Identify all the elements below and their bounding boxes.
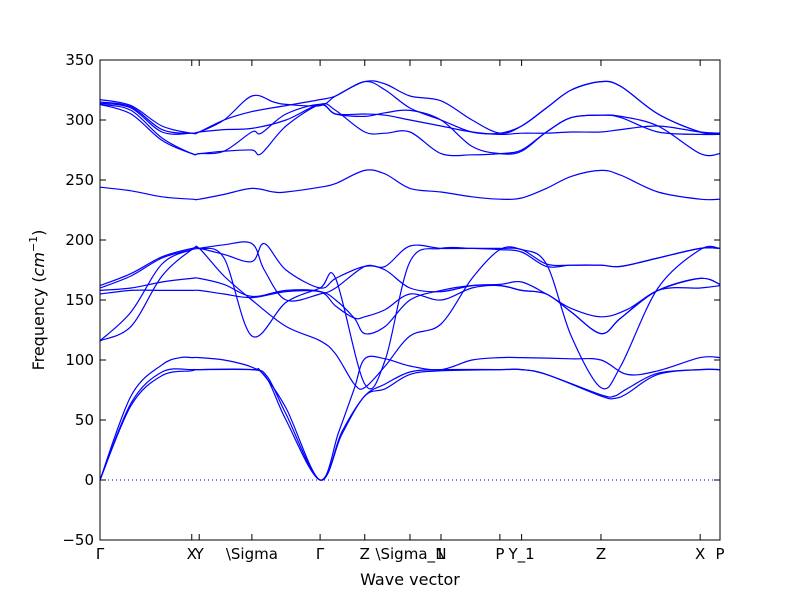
- y-tick-label: 0: [84, 471, 94, 489]
- y-tick-label: 250: [65, 171, 94, 189]
- branch-line-13: [99, 80, 721, 135]
- x-tick-label: X: [187, 545, 197, 563]
- branch-line-3: [99, 355, 721, 481]
- y-tick-label: −50: [62, 531, 94, 549]
- y-axis-title: Frequency (cm−1): [27, 230, 48, 371]
- x-axis-ticks: Γ XY \Sigma Γ Z \Sigma_1N P Y_1 Z X P: [96, 60, 725, 564]
- x-tick-label: N: [435, 545, 446, 563]
- x-tick-label: P: [495, 545, 504, 563]
- branch-line-8: [99, 241, 721, 302]
- branch-line-15: [99, 103, 721, 157]
- x-tick-label: Y: [194, 545, 205, 563]
- y-axis-title-text: Frequency (: [29, 276, 48, 370]
- y-tick-label: 300: [65, 111, 94, 129]
- x-tick-label: \Sigma_1: [375, 545, 444, 564]
- x-tick-label: Y_1: [507, 545, 534, 564]
- x-tick-label: X: [695, 545, 705, 563]
- x-tick-label: \Sigma: [226, 545, 278, 563]
- y-tick-label: 200: [65, 231, 94, 249]
- x-axis-title: Wave vector: [360, 570, 460, 589]
- x-tick-label: Γ: [96, 545, 105, 563]
- y-axis-title-unit: cm: [29, 252, 48, 276]
- y-axis-ticks: −50 0 50 100 150 200 250 300 350: [62, 51, 720, 549]
- branch-line-11: [99, 102, 721, 157]
- branch-line-9: [99, 246, 721, 390]
- branch-line-5: [99, 245, 721, 390]
- y-tick-label: 350: [65, 51, 94, 69]
- branch-line-2: [99, 367, 721, 481]
- y-tick-label: 150: [65, 291, 94, 309]
- x-tick-label: Γ: [316, 545, 325, 563]
- branch-line-10: [99, 169, 721, 201]
- branch-line-1: [99, 368, 721, 481]
- y-tick-label: 100: [65, 351, 94, 369]
- branch-line-4: [99, 243, 721, 342]
- branch-line-14: [99, 80, 721, 135]
- phonon-branches: [99, 80, 721, 481]
- branch-line-7: [99, 277, 721, 335]
- y-axis-title-exponent: −1: [27, 236, 40, 252]
- x-tick-label: Z: [360, 545, 370, 563]
- x-tick-label: P: [715, 545, 724, 563]
- y-tick-label: 50: [75, 411, 94, 429]
- y-axis-title-close: ): [29, 230, 48, 236]
- x-tick-label: Z: [596, 545, 606, 563]
